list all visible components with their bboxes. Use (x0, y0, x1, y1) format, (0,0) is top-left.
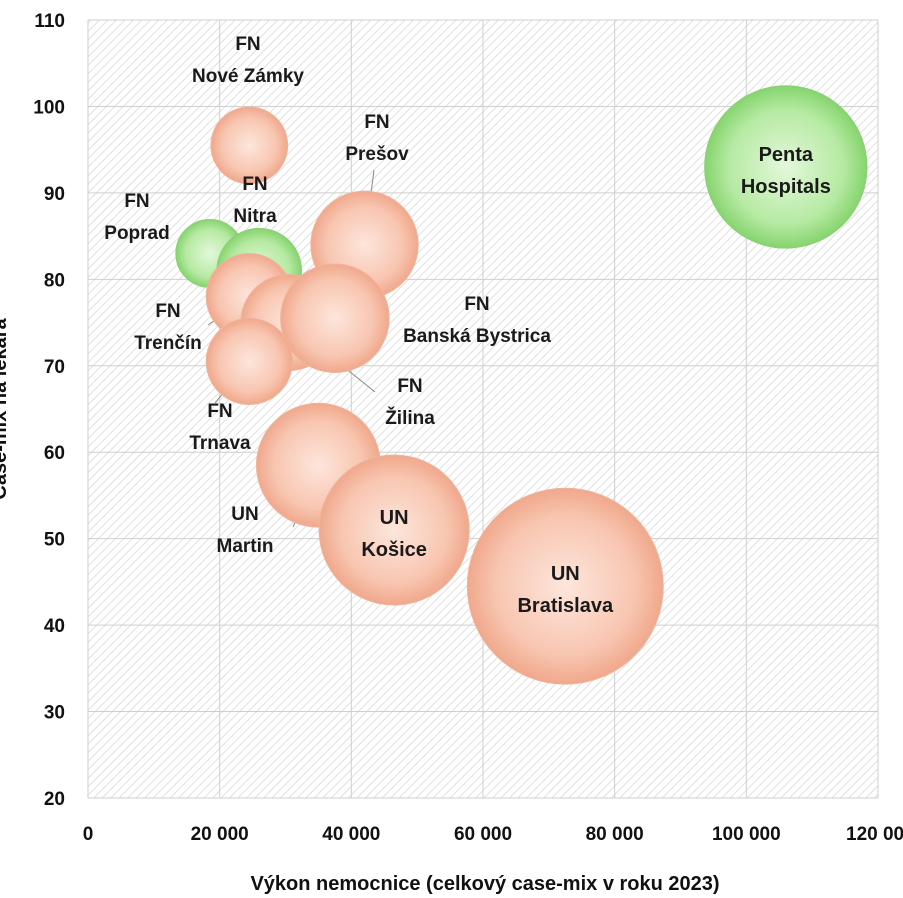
bubble-label: UN Martin (217, 504, 274, 557)
x-tick-label: 80 000 (586, 824, 644, 845)
bubble-label: FN Nové Zámky (192, 34, 304, 87)
bubble-label: FN Banská Bystrica (403, 294, 551, 347)
bubble (210, 106, 289, 185)
y-tick-label: 100 (33, 97, 65, 118)
bubble (704, 85, 868, 249)
bubble-label: UN Košice (361, 507, 427, 561)
x-axis-ticks: 0 20 000 40 000 60 000 80 000 100 000 120 000 (83, 824, 903, 845)
y-tick-label: 30 (44, 703, 65, 724)
y-tick-label: 50 (44, 530, 65, 551)
x-tick-label: 120 000 (846, 824, 903, 845)
y-tick-label: 90 (44, 184, 65, 205)
bubble-label: FN Poprad (104, 191, 169, 244)
bubble-label: FN Nitra (233, 174, 277, 227)
bubbles (175, 85, 868, 685)
x-tick-label: 40 000 (322, 824, 380, 845)
bubble (205, 317, 293, 406)
x-tick-label: 100 000 (712, 824, 781, 845)
bubble (318, 454, 470, 606)
y-tick-label: 60 (44, 443, 65, 464)
y-tick-label: 70 (44, 357, 65, 378)
bubble-labels: FN Nové Zámky FN Prešov FN Poprad FN Nitra FN Tre… (104, 34, 831, 617)
y-axis-ticks: 20 30 40 50 60 70 80 90 100 110 (33, 11, 65, 810)
y-tick-label: 80 (44, 270, 65, 291)
bubble-label: UN Bratislava (517, 563, 613, 617)
bubble (466, 487, 664, 685)
bubble-label: FN Prešov (345, 112, 409, 165)
bubble-label: Penta Hospitals (741, 144, 831, 198)
x-axis-title: Výkon nemocnice (celkový case-mix v roku… (250, 873, 719, 895)
y-tick-label: 40 (44, 616, 65, 637)
y-axis-title: Case-mix na lekára (0, 318, 11, 500)
bubble-label: FN Trnava (189, 401, 251, 454)
bubble (280, 263, 390, 373)
x-tick-label: 60 000 (454, 824, 512, 845)
y-tick-label: 110 (34, 11, 65, 32)
bubble-label: FN Trenčín (134, 301, 202, 354)
x-tick-label: 20 000 (191, 824, 249, 845)
x-tick-label: 0 (83, 824, 94, 845)
grid-lines (87, 19, 879, 799)
bubble-label: FN Žilina (385, 376, 435, 429)
y-tick-label: 20 (44, 789, 65, 810)
